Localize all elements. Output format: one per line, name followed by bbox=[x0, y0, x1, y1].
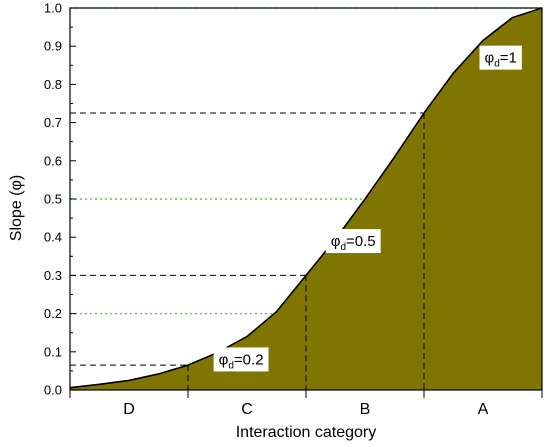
x-category-label: A bbox=[478, 401, 489, 418]
y-tick-label: 0.5 bbox=[44, 192, 62, 207]
phi-annotation: φd=0.5 bbox=[325, 229, 381, 254]
y-tick-label: 0.1 bbox=[44, 344, 62, 359]
y-axis-title: Slope (φ) bbox=[8, 175, 25, 241]
y-tick-label: 0.4 bbox=[44, 230, 62, 245]
y-tick-label: 0.7 bbox=[44, 115, 62, 130]
phi-annotation-box bbox=[213, 347, 269, 372]
phi-annotation-label: φd=0.2 bbox=[219, 351, 264, 371]
x-category-label: C bbox=[241, 401, 253, 418]
y-tick-label: 0.6 bbox=[44, 153, 62, 168]
y-tick-label: 0.3 bbox=[44, 268, 62, 283]
y-tick-label: 0.9 bbox=[44, 39, 62, 54]
y-tick-label: 0.8 bbox=[44, 77, 62, 92]
phi-annotation: φd=1 bbox=[479, 45, 522, 70]
plot-area: 0.0 0.1 0.2 0.3 0.4 0.5 0.6 0.7 0.8 0.9 1.0 D C B Aφd=… bbox=[44, 1, 543, 418]
y-tick-label: 0.2 bbox=[44, 306, 62, 321]
phi-annotation-label: φd=0.5 bbox=[331, 233, 376, 253]
x-category-label: D bbox=[123, 401, 135, 418]
phi-annotation-label: φd=1 bbox=[484, 50, 516, 70]
phi-annotation-box bbox=[325, 229, 381, 254]
y-tick-label: 1.0 bbox=[44, 1, 62, 16]
x-axis-title: Interaction category bbox=[236, 424, 377, 441]
y-tick-label: 0.0 bbox=[44, 383, 62, 398]
phi-annotation-box bbox=[479, 45, 522, 70]
x-category-label: B bbox=[360, 401, 371, 418]
phi-annotation: φd=0.2 bbox=[213, 347, 269, 372]
